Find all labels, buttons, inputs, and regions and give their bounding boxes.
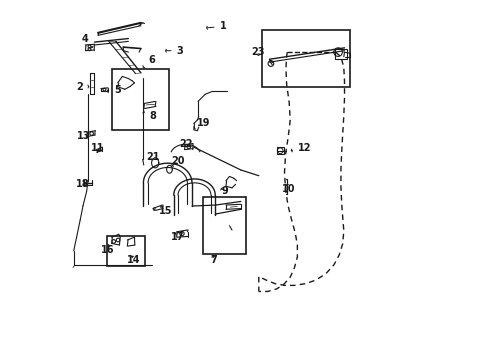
Text: 14: 14: [126, 255, 140, 265]
Text: 1: 1: [206, 21, 226, 31]
Text: 22: 22: [179, 139, 193, 149]
Text: 20: 20: [171, 157, 184, 166]
Bar: [335, 49, 346, 59]
Text: 23: 23: [251, 47, 264, 57]
Text: 13: 13: [77, 131, 90, 141]
Text: 10: 10: [282, 184, 295, 194]
Bar: [106, 235, 145, 266]
Text: 17: 17: [171, 232, 184, 242]
Bar: [112, 68, 169, 130]
Bar: [276, 148, 283, 154]
Text: 21: 21: [146, 152, 160, 162]
Text: 7: 7: [210, 255, 217, 265]
Text: 9: 9: [221, 186, 227, 197]
Text: 6: 6: [142, 55, 155, 68]
Text: 4: 4: [82, 34, 93, 48]
Bar: [261, 30, 349, 87]
Text: 18: 18: [76, 179, 89, 189]
Text: 16: 16: [101, 245, 114, 255]
Text: 15: 15: [153, 206, 172, 216]
Text: 5: 5: [107, 85, 121, 95]
Text: 3: 3: [165, 46, 183, 56]
Text: 11: 11: [91, 143, 104, 153]
Text: 2: 2: [77, 82, 89, 92]
Text: 12: 12: [291, 143, 311, 153]
Bar: [203, 197, 245, 254]
Text: 19: 19: [194, 118, 210, 129]
Text: 8: 8: [143, 111, 156, 121]
